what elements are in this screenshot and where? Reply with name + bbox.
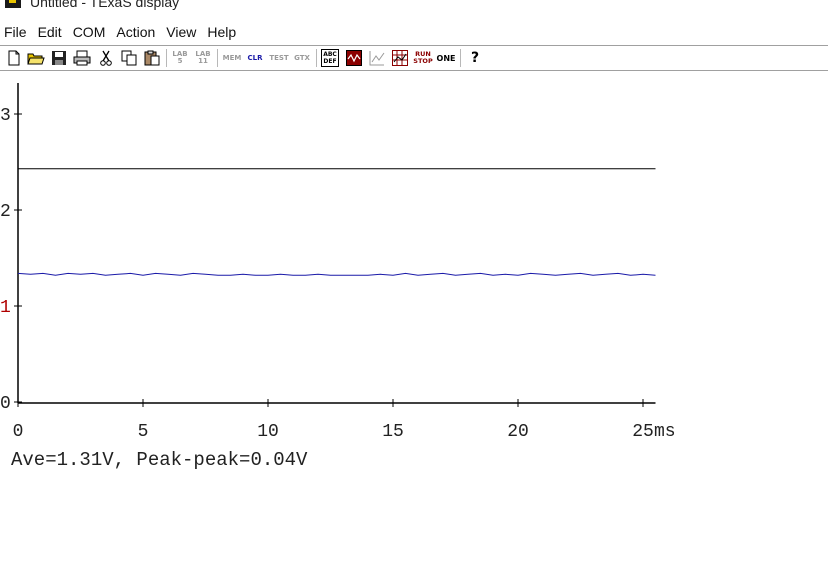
toolbar-separator (217, 49, 218, 67)
run-stop-icon[interactable]: RUN STOP (413, 50, 433, 65)
x-tick-label: 10 (257, 422, 279, 442)
one-icon[interactable]: ONE (436, 53, 456, 63)
abc-def-icon[interactable]: ABC DEF (321, 49, 339, 67)
y-tick-label: 2 (0, 202, 11, 222)
open-icon[interactable] (27, 49, 45, 67)
series-line-2 (17, 272, 656, 276)
measurement-readout: Ave=1.31V, Peak-peak=0.04V (11, 449, 308, 471)
clr-icon[interactable]: CLR (247, 53, 263, 62)
help-icon[interactable]: ? (470, 50, 480, 66)
x-tick-label: 20 (507, 422, 529, 442)
grid-icon[interactable] (391, 49, 409, 67)
lab5-icon[interactable]: LAB 5 (172, 50, 188, 65)
x-tick-label: 5 (138, 422, 149, 442)
y-tick-label: 3 (0, 106, 11, 126)
menu-action[interactable]: Action (116, 24, 156, 40)
menu-edit[interactable]: Edit (37, 24, 62, 40)
y-tick-label: 1 (0, 298, 11, 318)
menu-bar: File Edit COM Action View Help (0, 22, 243, 44)
test-icon[interactable]: TEST (269, 53, 289, 62)
cut-icon[interactable] (97, 49, 115, 67)
y-tick-label: 0 (0, 394, 11, 414)
title-bar: Untitled - TExaS display (0, 0, 828, 14)
window-title: Untitled - TExaS display (30, 0, 180, 10)
toolbar-border-bottom (0, 70, 828, 71)
new-icon[interactable] (5, 49, 23, 67)
menu-file[interactable]: File (4, 24, 27, 40)
toolbar-separator (166, 49, 167, 67)
lab11-icon[interactable]: LAB 11 (195, 50, 211, 65)
toolbar: LAB 5 LAB 11 MEM CLR TEST GTX ABC DEF RU… (0, 46, 828, 70)
x-tick-label: 0 (13, 422, 24, 442)
menu-view[interactable]: View (166, 24, 197, 40)
app-icon (5, 0, 21, 8)
voltage-plot: 0 1 2 3 0 5 10 15 20 25 ms (0, 83, 676, 442)
x-tick-label: 15 (382, 422, 404, 442)
x-axis-unit: ms (654, 422, 676, 442)
menu-help[interactable]: Help (207, 24, 237, 40)
toolbar-separator (460, 49, 461, 67)
mem-icon[interactable]: MEM (222, 53, 242, 62)
plot-line-icon[interactable] (368, 49, 386, 67)
x-tick-label: 25 (632, 422, 654, 442)
menu-com[interactable]: COM (72, 24, 106, 40)
paste-icon[interactable] (143, 49, 161, 67)
copy-icon[interactable] (120, 49, 138, 67)
toolbar-separator (316, 49, 317, 67)
print-icon[interactable] (73, 49, 91, 67)
save-icon[interactable] (50, 49, 68, 67)
gtx-icon[interactable]: GTX (294, 53, 310, 62)
scope-icon[interactable] (345, 49, 363, 67)
toolbar-border-top (0, 45, 828, 46)
